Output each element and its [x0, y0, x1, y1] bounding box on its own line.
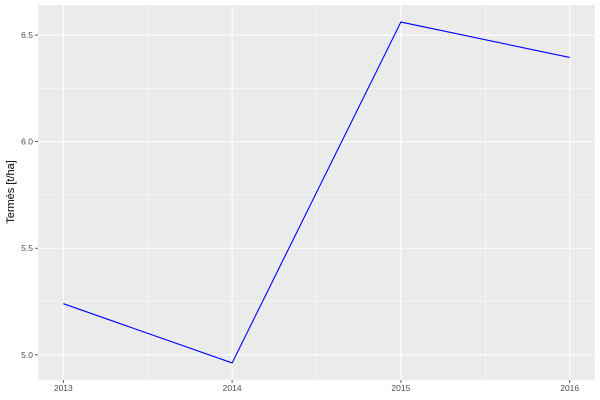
series-line	[63, 21, 570, 364]
major-gridlines	[38, 5, 595, 380]
x-tick-label: 2013	[54, 383, 73, 393]
x-axis: 2013 2014 2015 2016	[54, 380, 579, 393]
y-tick-label: 6.5	[21, 30, 33, 40]
y-axis-label: Termés [t/ha]	[5, 160, 17, 224]
y-tick-label: 6.0	[21, 137, 33, 147]
x-tick-label: 2014	[223, 383, 242, 393]
y-tick-label: 5.0	[21, 350, 33, 360]
y-axis: 5.0 5.5 6.0 6.5	[21, 30, 38, 360]
series-lines	[63, 21, 570, 364]
x-tick-label: 2016	[560, 383, 579, 393]
y-tick-label: 5.5	[21, 243, 33, 253]
x-tick-label: 2015	[391, 383, 410, 393]
